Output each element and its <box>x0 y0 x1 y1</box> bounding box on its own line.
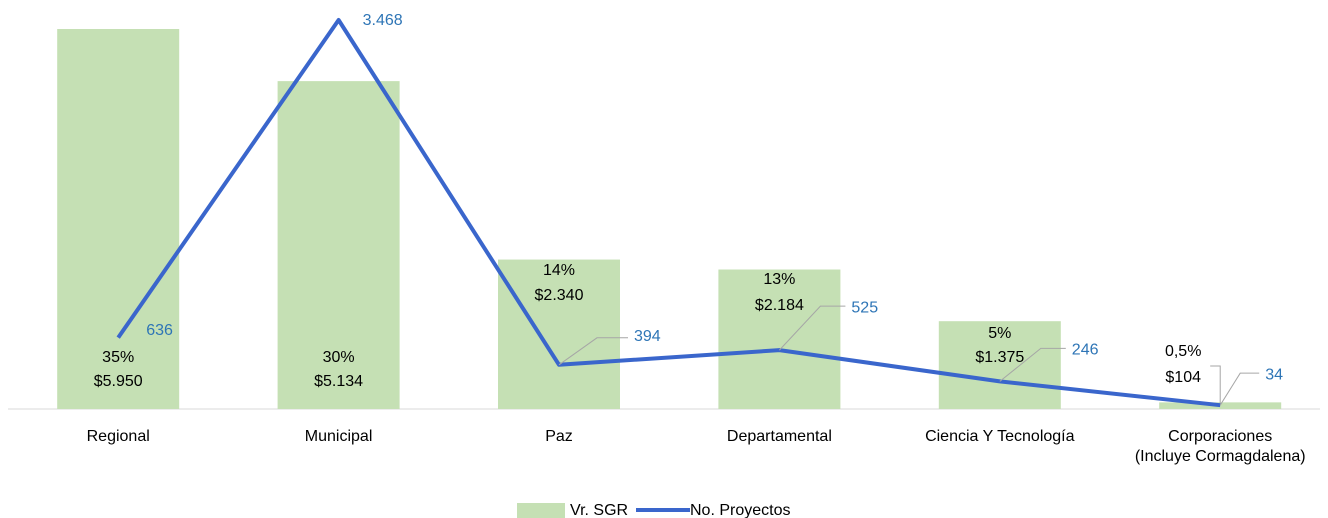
x-tick-label: Corporaciones (Incluye Cormagdalena) <box>1135 428 1306 465</box>
bar <box>277 81 400 409</box>
leader-line <box>1210 365 1221 404</box>
line <box>116 18 1221 408</box>
leader-line <box>558 337 628 366</box>
bar-value-label: $2.340 <box>535 287 584 304</box>
x-tick-label: Departamental <box>727 428 832 445</box>
line-value-label: 246 <box>1072 342 1099 359</box>
bar <box>938 321 1061 409</box>
x-tick-label: Ciencia Y Tecnología <box>925 428 1075 445</box>
leader-line <box>999 347 1066 382</box>
bar-share-label: 35% <box>102 349 134 366</box>
line-value-label: 3.468 <box>363 12 403 29</box>
bar-value-label: $5.134 <box>314 373 363 390</box>
bar-share-label: 0,5% <box>1165 343 1201 360</box>
bar <box>718 269 841 409</box>
bar-value-label: $104 <box>1165 369 1201 386</box>
bar-value-label: $1.375 <box>975 349 1024 366</box>
leader-line <box>1219 372 1260 406</box>
line-value-label: 394 <box>634 328 661 345</box>
bar <box>57 29 180 409</box>
bar <box>498 259 620 409</box>
x-tick-label: Paz <box>545 428 573 445</box>
bar-value-label: $2.184 <box>755 297 804 314</box>
x-tick-label: Municipal <box>305 428 373 445</box>
bar-value-label: $5.950 <box>94 373 143 390</box>
bar-share-label: 5% <box>988 325 1011 342</box>
leader-line <box>779 305 846 351</box>
x-tick-label: Regional <box>87 428 150 445</box>
line-value-label: 636 <box>146 322 173 339</box>
bar <box>1159 402 1282 409</box>
legend-label: Vr. SGR <box>570 502 628 518</box>
line-value-label: 34 <box>1265 366 1283 383</box>
line-value-label: 525 <box>851 299 878 316</box>
bar-share-label: 13% <box>763 271 795 288</box>
legend-label: No. Proyectos <box>690 502 790 518</box>
bar-share-label: 14% <box>543 262 575 279</box>
bar-share-label: 30% <box>323 349 355 366</box>
legend-swatch <box>517 503 565 518</box>
